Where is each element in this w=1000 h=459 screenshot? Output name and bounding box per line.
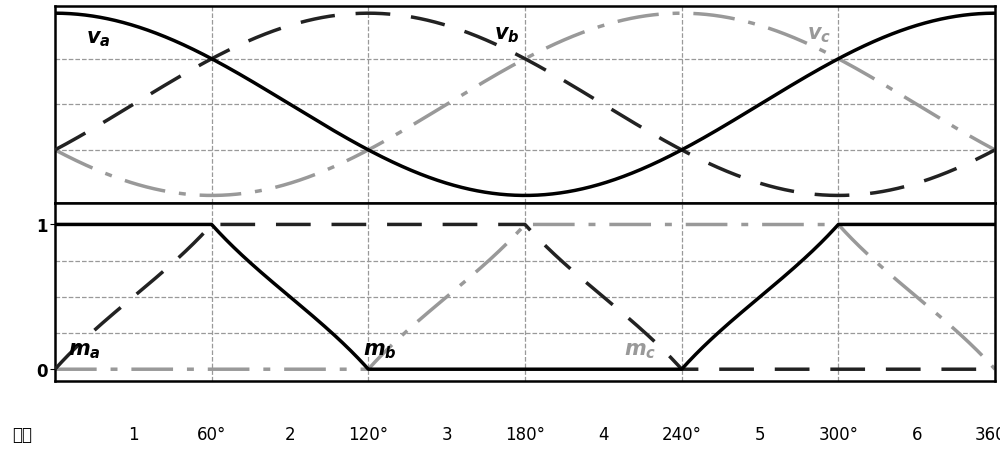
Text: 180°: 180°: [505, 425, 545, 443]
Text: 4: 4: [598, 425, 609, 443]
Text: 5: 5: [755, 425, 765, 443]
Text: 1: 1: [128, 425, 139, 443]
Text: 360°: 360°: [975, 425, 1000, 443]
Text: 300°: 300°: [818, 425, 858, 443]
Text: 3: 3: [441, 425, 452, 443]
Text: 120°: 120°: [348, 425, 388, 443]
Text: $\bfit{v}_{\bfit{b}}$: $\bfit{v}_{\bfit{b}}$: [494, 25, 519, 45]
Text: $\bfit{m}_{\bfit{a}}$: $\bfit{m}_{\bfit{a}}$: [68, 341, 101, 361]
Text: $\bfit{m}_{\bfit{b}}$: $\bfit{m}_{\bfit{b}}$: [363, 341, 397, 361]
Text: $\bfit{v}_{\bfit{a}}$: $\bfit{v}_{\bfit{a}}$: [86, 29, 111, 49]
Text: 扇区: 扇区: [12, 425, 32, 443]
Text: 60°: 60°: [197, 425, 226, 443]
Text: $\bfit{v}_{\bfit{c}}$: $\bfit{v}_{\bfit{c}}$: [807, 25, 831, 45]
Text: 240°: 240°: [662, 425, 702, 443]
Text: 6: 6: [911, 425, 922, 443]
Text: 2: 2: [285, 425, 295, 443]
Text: $\bfit{m}_{\bfit{c}}$: $\bfit{m}_{\bfit{c}}$: [624, 341, 657, 361]
